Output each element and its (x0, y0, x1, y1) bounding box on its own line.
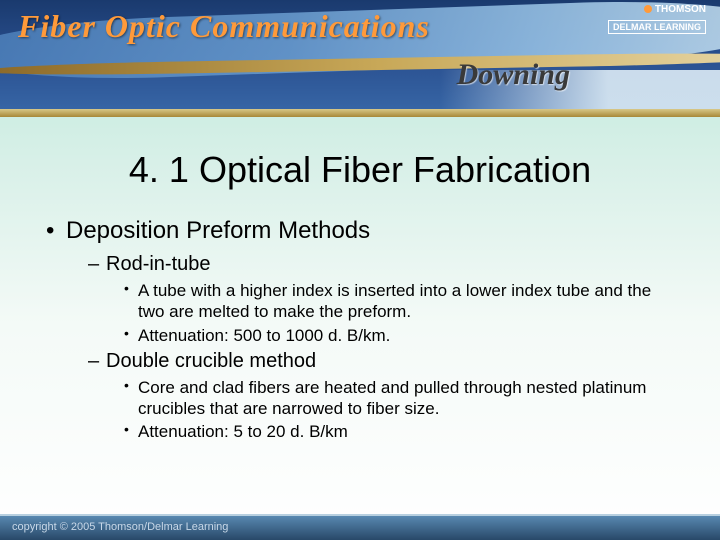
slide-footer: copyright © 2005 Thomson/Delmar Learning (0, 514, 720, 540)
bullet-level3: Core and clad fibers are heated and pull… (124, 377, 674, 420)
slide-content: 4. 1 Optical Fiber Fabrication Depositio… (0, 117, 720, 443)
publisher-top-text: THOMSON (655, 4, 706, 15)
header-gold-bar (0, 109, 720, 117)
bullet-level2-rod: Rod-in-tube (88, 253, 674, 276)
bullet-level3: Attenuation: 500 to 1000 d. B/km. (124, 325, 674, 346)
course-title: Fiber Optic Communications (18, 8, 430, 45)
slide: Fiber Optic Communications Downing THOMS… (0, 0, 720, 540)
slide-header: Fiber Optic Communications Downing THOMS… (0, 0, 720, 117)
star-icon (644, 5, 652, 13)
bullet-level3: Attenuation: 5 to 20 d. B/km (124, 421, 674, 442)
bullet-level2-crucible: Double crucible method (88, 350, 674, 373)
publisher-thomson: THOMSON (644, 4, 706, 15)
bullet-level1: Deposition Preform Methods (46, 217, 674, 245)
bullet-level3: A tube with a higher index is inserted i… (124, 280, 674, 323)
publisher-delmar: DELMAR LEARNING (608, 20, 706, 34)
copyright-text: copyright © 2005 Thomson/Delmar Learning (12, 521, 228, 533)
author-name: Downing (457, 58, 570, 92)
slide-title: 4. 1 Optical Fiber Fabrication (46, 149, 674, 191)
